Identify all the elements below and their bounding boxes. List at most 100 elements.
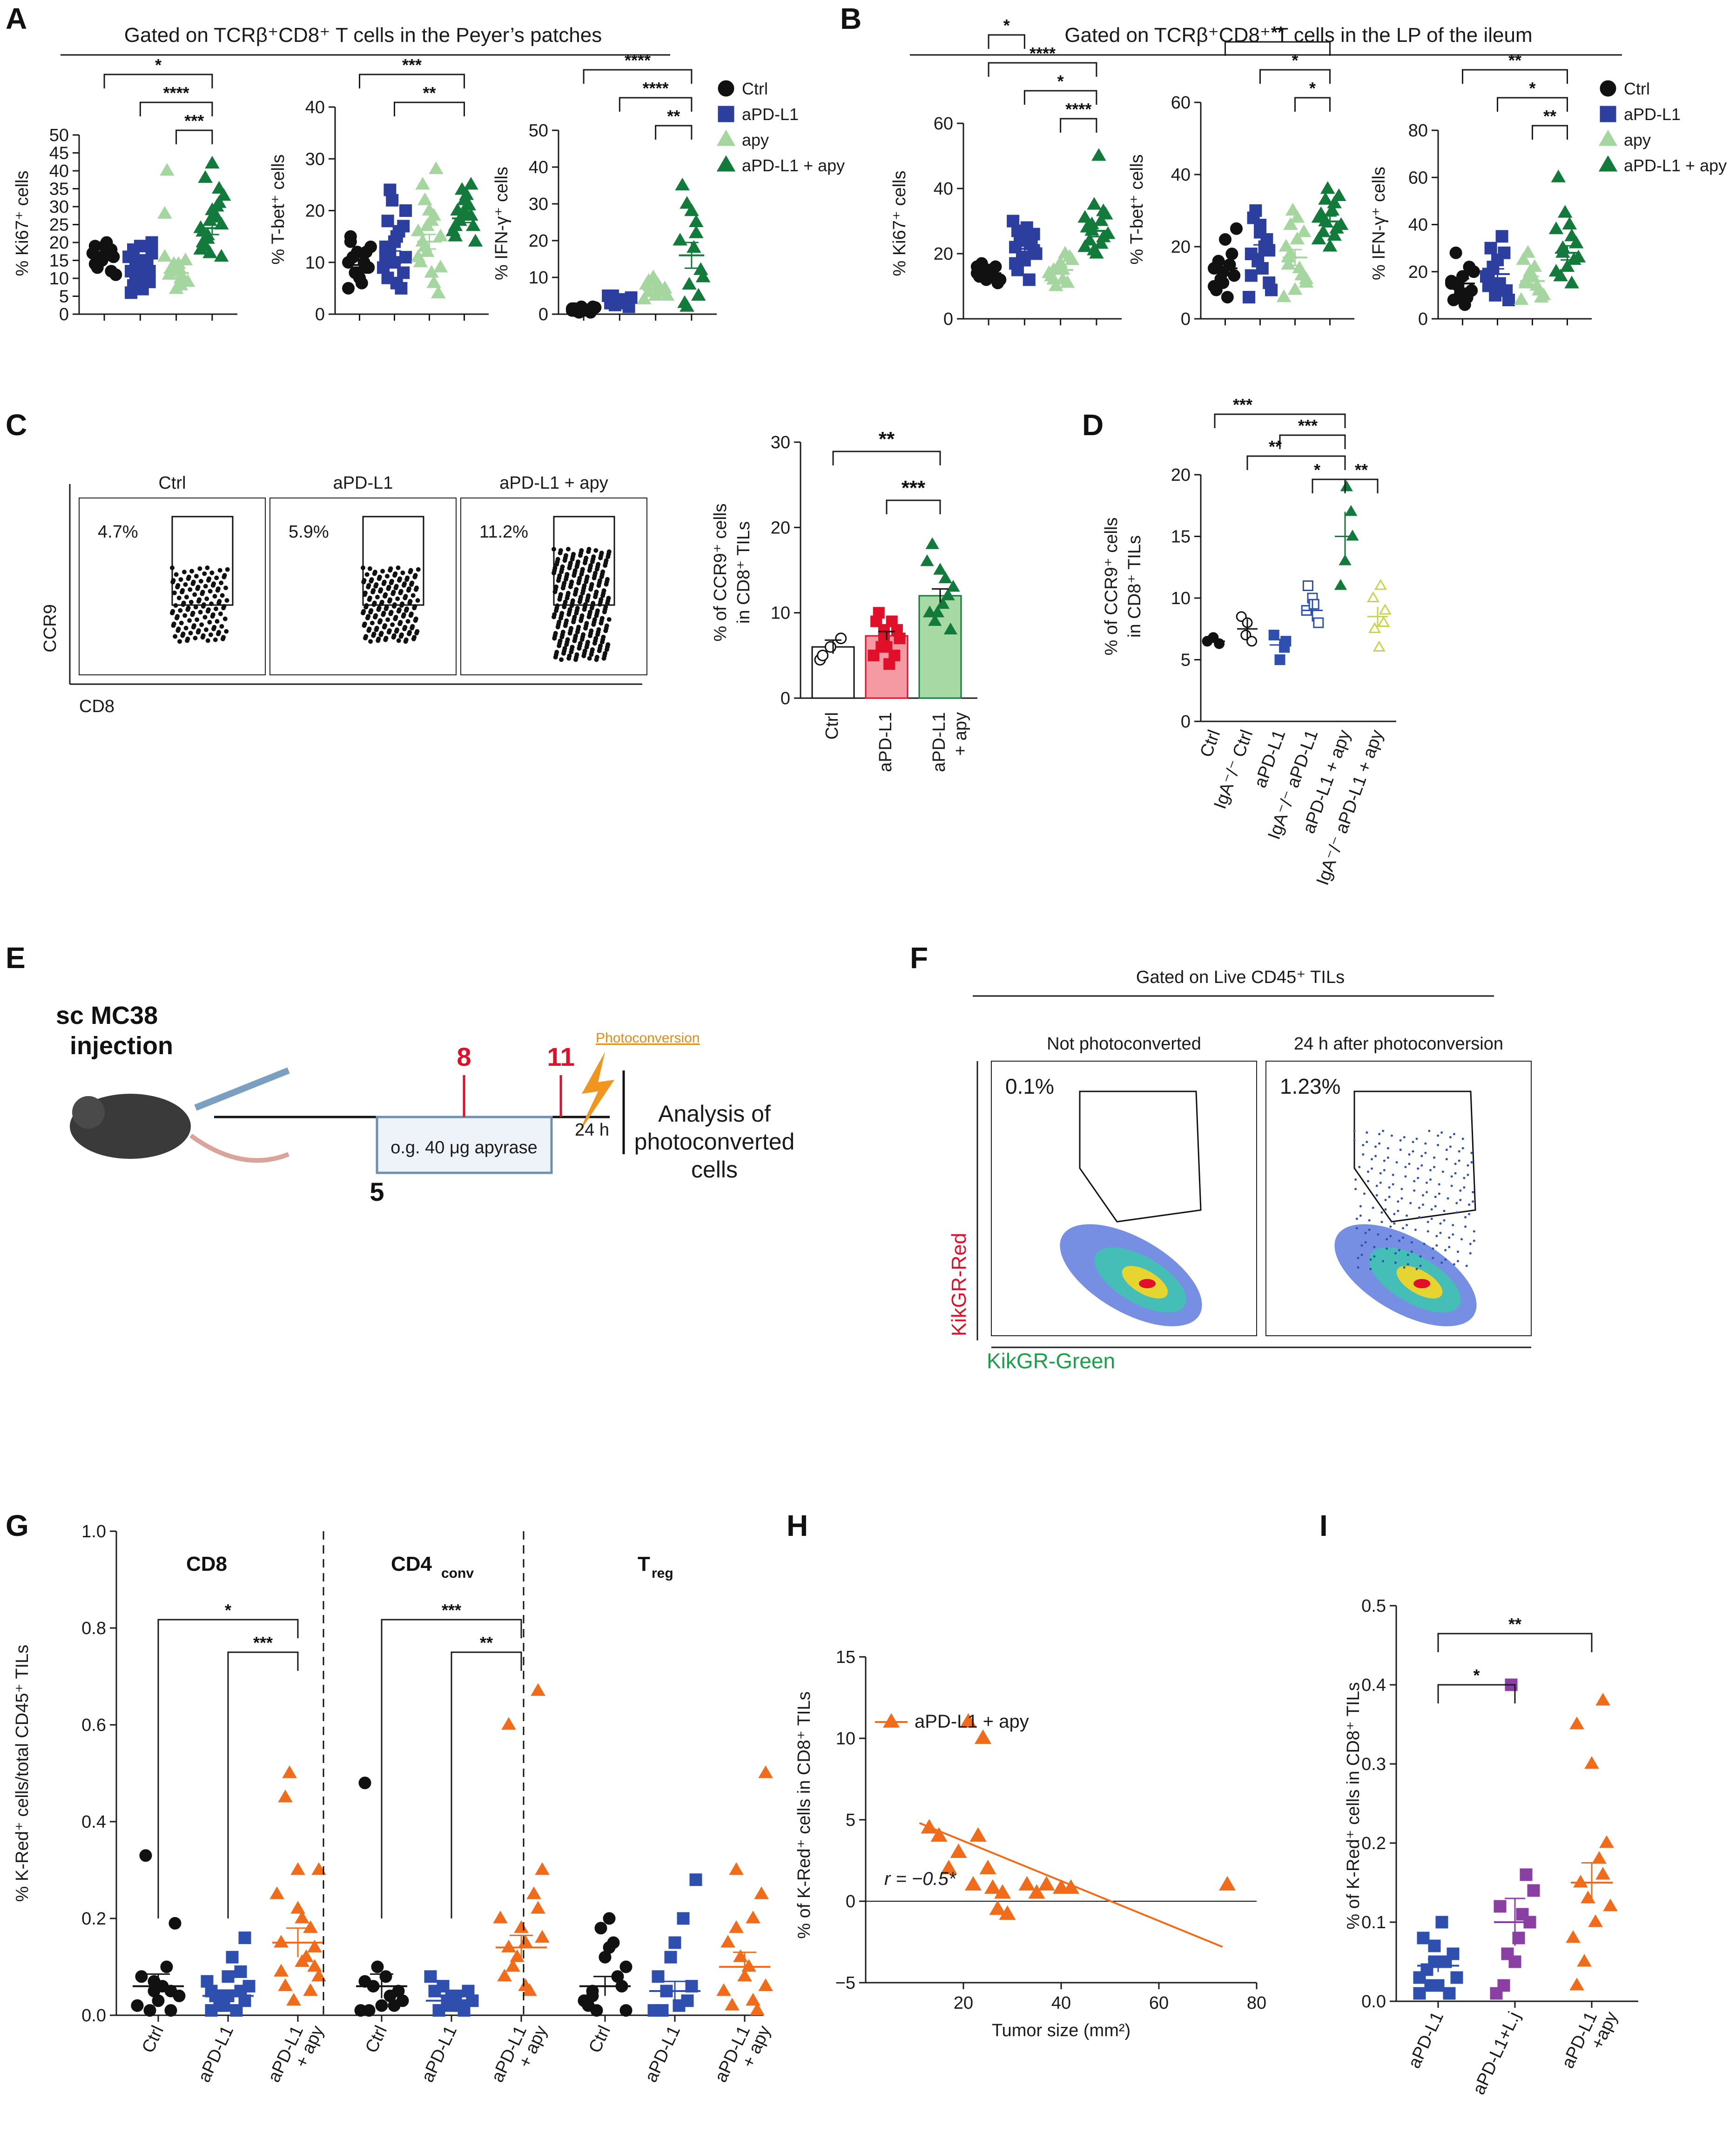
flow-event — [1404, 1166, 1406, 1168]
flow-event — [1361, 1254, 1363, 1256]
data-point — [1521, 1869, 1532, 1880]
data-point — [653, 1971, 664, 1982]
data-point — [304, 1985, 316, 1995]
flow-event — [1416, 1268, 1418, 1270]
flow-event — [384, 606, 388, 611]
flow-event — [201, 604, 206, 609]
flow-event — [1374, 1155, 1377, 1157]
data-point — [429, 1985, 440, 1997]
legend-label: aPD-L1 + apy — [915, 1711, 1029, 1732]
y-tick-label: 5 — [59, 287, 69, 307]
y-axis-label: % IFN-γ⁺ cells — [492, 167, 511, 280]
flow-event — [368, 639, 373, 644]
legend-label: Ctrl — [742, 79, 768, 98]
flow-event — [377, 620, 382, 625]
significance-label: **** — [163, 83, 189, 102]
y-tick-label: 50 — [529, 121, 548, 141]
flow-event — [1408, 1163, 1410, 1165]
y-tick-label: 60 — [1171, 93, 1191, 113]
panel-letter: A — [6, 2, 27, 35]
significance-label: *** — [1298, 416, 1318, 435]
data-point — [536, 1931, 548, 1942]
flow-event — [392, 573, 397, 578]
analysis-text: Analysis of — [658, 1101, 771, 1127]
flow-event — [1383, 1169, 1386, 1171]
flow-event — [1388, 1186, 1391, 1189]
flow-event — [1379, 1172, 1382, 1175]
legend-label: Ctrl — [1624, 79, 1650, 98]
data-point — [1491, 1988, 1502, 1999]
data-point — [1455, 287, 1466, 298]
data-point — [503, 1941, 515, 1952]
flow-event — [552, 615, 556, 619]
x-tick-label: Ctrl — [362, 2023, 391, 2056]
flow-event — [605, 601, 610, 606]
flow-event — [572, 573, 576, 578]
data-point — [1425, 1980, 1436, 1991]
data-point — [1566, 277, 1578, 288]
flow-event — [1387, 1147, 1389, 1150]
panel-letter: G — [6, 1509, 29, 1542]
y-tick-label: 30 — [305, 149, 325, 169]
significance-label: * — [1309, 79, 1316, 98]
y-tick-label: 20 — [1171, 237, 1191, 257]
flow-event — [556, 578, 561, 583]
flow-event — [563, 623, 568, 628]
flow-event — [552, 590, 557, 594]
mouse-tail — [191, 1136, 289, 1160]
y-tick-label: 0.1 — [1361, 1913, 1386, 1932]
flow-event — [170, 580, 175, 585]
legend-marker — [719, 107, 733, 121]
flow-event — [199, 579, 203, 584]
flow-event — [410, 626, 414, 630]
mouse-ear — [72, 1096, 105, 1129]
panel-letter: F — [910, 941, 928, 975]
flow-event — [583, 561, 587, 565]
flow-event — [390, 592, 395, 596]
flow-event — [607, 617, 612, 622]
y-tick-label: 15 — [49, 251, 69, 271]
flow-event — [414, 587, 418, 592]
flow-event — [1434, 1196, 1437, 1198]
data-point — [1309, 599, 1319, 609]
flow-event — [218, 612, 223, 616]
significance-bracket — [584, 70, 692, 84]
flow-event — [1420, 1265, 1422, 1267]
data-point — [1559, 206, 1571, 217]
significance-bracket — [619, 98, 692, 112]
flow-event — [173, 634, 177, 639]
flow-event — [575, 630, 580, 634]
flow-event — [388, 568, 392, 572]
significance-bracket — [1295, 98, 1330, 112]
data-point — [1324, 240, 1336, 251]
flow-event — [1417, 1167, 1419, 1170]
flow-event — [1467, 1164, 1469, 1167]
data-point — [1023, 274, 1035, 285]
flow-event — [580, 591, 585, 595]
data-point — [417, 178, 429, 189]
flow-event — [598, 602, 602, 607]
data-point — [755, 1888, 767, 1898]
legend-marker — [884, 1715, 899, 1727]
flow-event — [368, 610, 373, 614]
flow-event — [1403, 1136, 1406, 1138]
hour-label: 24 h — [575, 1120, 609, 1140]
y-tick-label: 0.5 — [1361, 1596, 1386, 1616]
y-tick-label: 0 — [1181, 712, 1191, 732]
y-tick-label: 10 — [49, 269, 69, 289]
flow-event — [1357, 1266, 1359, 1269]
data-point — [1578, 1955, 1590, 1966]
flow-event — [211, 583, 215, 588]
flow-event — [1389, 1235, 1392, 1237]
data-point — [986, 1881, 1000, 1893]
flow-event — [178, 608, 182, 613]
flow-event — [1472, 1200, 1474, 1203]
flow-event — [1392, 1183, 1394, 1185]
flow-event — [367, 597, 372, 602]
flow-event — [1397, 1200, 1399, 1203]
y-tick-label: 60 — [934, 114, 953, 134]
flow-event — [216, 601, 221, 606]
flow-event — [194, 605, 198, 609]
data-point — [382, 272, 393, 283]
flow-event — [1392, 1174, 1394, 1176]
